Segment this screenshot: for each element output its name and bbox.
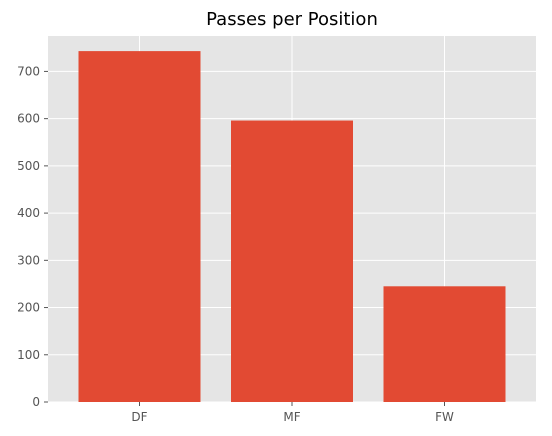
- x-tick-label: FW: [435, 410, 454, 424]
- y-tick-label: 100: [17, 348, 40, 362]
- y-tick-label: 0: [32, 395, 40, 409]
- y-tick-label: 600: [17, 112, 40, 126]
- bars: [78, 51, 506, 403]
- y-tick-label: 700: [17, 64, 40, 78]
- y-tick-label: 200: [17, 301, 40, 315]
- y-tick-label: 400: [17, 206, 40, 220]
- bar-mf: [231, 120, 353, 403]
- bar-df: [78, 51, 201, 403]
- bar-fw: [383, 286, 506, 402]
- y-tick-label: 500: [17, 159, 40, 173]
- y-axis: 0 100 200 300 400 500 600 700: [17, 64, 48, 409]
- x-tick-label: DF: [131, 410, 147, 424]
- chart-title: Passes per Position: [206, 9, 378, 30]
- y-tick-label: 300: [17, 253, 40, 267]
- x-tick-label: MF: [283, 410, 300, 424]
- x-axis: DF MF FW: [131, 402, 454, 424]
